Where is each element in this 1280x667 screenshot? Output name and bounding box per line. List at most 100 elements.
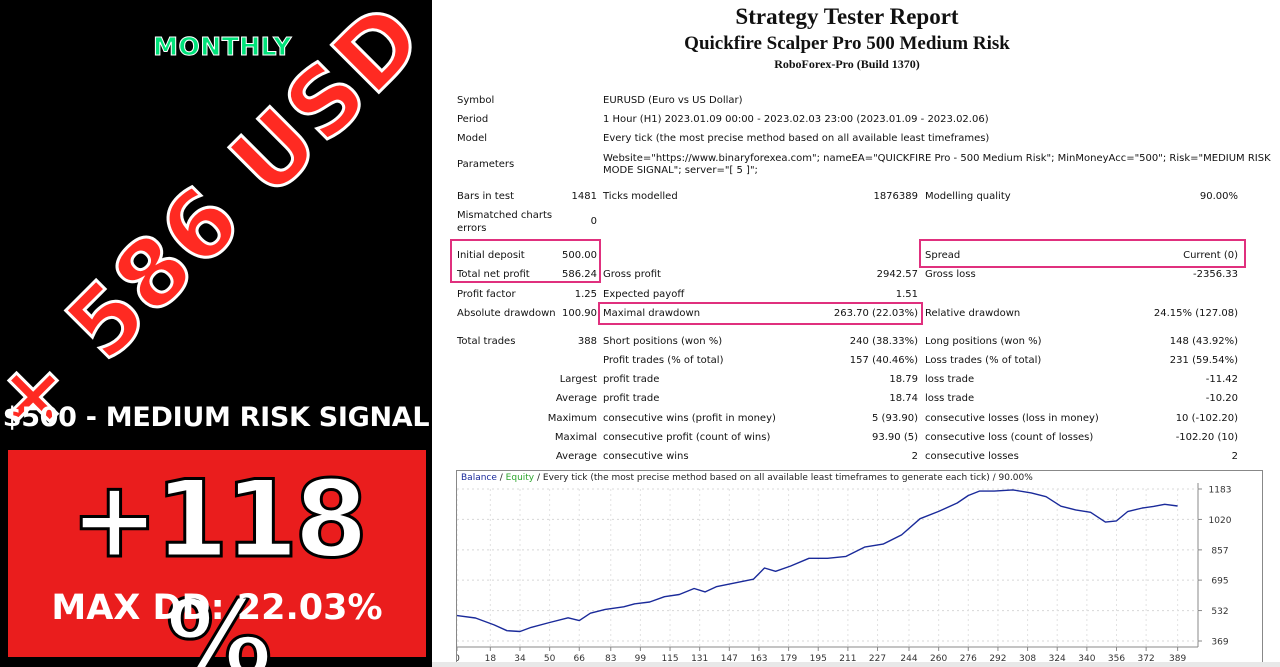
- initial-deposit-value: 500.00: [562, 250, 597, 261]
- maximal-drawdown-label: Maximal drawdown: [603, 308, 701, 319]
- max-drawdown-label: MAX DD: 22.03%: [51, 588, 383, 628]
- average-label: Average: [555, 393, 597, 404]
- initial-deposit-label: Initial deposit: [457, 250, 525, 261]
- y-tick-label: 532: [1211, 607, 1228, 617]
- profit-trades-label: Profit trades (% of total): [603, 355, 724, 366]
- profit-banner: + 586 USD: [0, 0, 432, 462]
- x-tick-label: 66: [574, 654, 586, 664]
- parameters-value-line1: Website="https://www.binaryforexea.com";…: [603, 153, 1271, 164]
- avg-cons-losses-label: consecutive losses: [925, 451, 1019, 462]
- x-tick-label: 260: [930, 654, 947, 664]
- chart-plot: 1183 1020 857 695 532 369 0 18 34 50 66 83 99 115 131 1…: [457, 483, 1232, 664]
- bars-value: 1481: [571, 191, 597, 202]
- quality-label: Modelling quality: [925, 191, 1011, 202]
- long-positions-value: 148 (43.92%): [1169, 336, 1238, 347]
- signal-label: $500 - MEDIUM RISK SIGNAL: [2, 402, 430, 433]
- legend-separator: /: [496, 473, 506, 483]
- spread-value: Current (0): [1183, 250, 1238, 261]
- report-subtitle: Quickfire Scalper Pro 500 Medium Risk: [684, 33, 1010, 54]
- average-profit-value: 18.74: [889, 393, 918, 404]
- y-tick-label: 1020: [1209, 516, 1232, 526]
- x-tick-label: 292: [989, 654, 1006, 664]
- report-build: RoboForex-Pro (Build 1370): [774, 57, 920, 71]
- largest-profit-value: 18.79: [889, 374, 918, 385]
- maximum-label: Maximum: [547, 413, 597, 424]
- cons-profit-count-value: 93.90 (5): [872, 432, 918, 443]
- net-profit-label: Total net profit: [457, 269, 530, 280]
- y-tick-label: 1183: [1209, 486, 1232, 496]
- largest-label: Largest: [559, 374, 597, 385]
- symbol-label: Symbol: [457, 95, 495, 106]
- mismatch-label: Mismatched charts: [457, 210, 553, 221]
- avg-cons-losses-value: 2: [1231, 451, 1238, 462]
- x-tick-label: 356: [1108, 654, 1125, 664]
- cons-loss-count-value: -102.20 (10): [1175, 432, 1238, 443]
- largest-loss-value: -11.42: [1205, 374, 1238, 385]
- x-tick-label: 0: [457, 654, 460, 664]
- loss-trades-label: Loss trades (% of total): [925, 355, 1042, 366]
- balance-chart: Balance / Equity / Every tick (the most …: [456, 470, 1263, 667]
- x-tick-label: 372: [1138, 654, 1155, 664]
- cons-loss-count-label: consecutive loss (count of losses): [925, 432, 1094, 443]
- x-tick-label: 50: [544, 654, 556, 664]
- x-tick-label: 147: [721, 654, 738, 664]
- average-loss-label: loss trade: [925, 393, 975, 404]
- cons-wins-money-value: 5 (93.90): [872, 413, 918, 424]
- average-loss-value: -10.20: [1205, 393, 1238, 404]
- y-tick-label: 695: [1211, 577, 1228, 587]
- legend-balance: Balance: [461, 473, 497, 483]
- long-positions-label: Long positions (won %): [925, 336, 1042, 347]
- x-tick-label: 276: [960, 654, 977, 664]
- total-trades-label: Total trades: [457, 336, 516, 347]
- largest-loss-label: loss trade: [925, 374, 975, 385]
- cons-losses-money-label: consecutive losses (loss in money): [925, 413, 1099, 424]
- symbol-value: EURUSD (Euro vs US Dollar): [603, 95, 743, 106]
- cons-wins-money-label: consecutive wins (profit in money): [603, 413, 776, 424]
- x-tick-label: 308: [1019, 654, 1036, 664]
- gross-profit-value: 2942.57: [876, 269, 918, 280]
- short-positions-label: Short positions (won %): [603, 336, 723, 347]
- period-label: Period: [457, 114, 489, 125]
- absolute-drawdown-label: Absolute drawdown: [457, 308, 556, 319]
- report-title: Strategy Tester Report: [735, 4, 959, 29]
- x-tick-label: 324: [1049, 654, 1066, 664]
- gain-percent: +118 %: [68, 458, 369, 667]
- x-tick-label: 389: [1169, 654, 1186, 664]
- strategy-report: Strategy Tester Report Quickfire Scalper…: [432, 0, 1280, 667]
- period-value: 1 Hour (H1) 2023.01.09 00:00 - 2023.02.0…: [603, 114, 989, 125]
- net-profit-value: 586.24: [562, 269, 597, 280]
- model-value: Every tick (the most precise method base…: [603, 133, 990, 144]
- x-tick-label: 195: [810, 654, 827, 664]
- x-tick-label: 340: [1078, 654, 1095, 664]
- absolute-drawdown-value: 100.90: [562, 308, 597, 319]
- parameters-value-line2: MODE SIGNAL"; server="[ 5 ]";: [603, 165, 758, 176]
- short-positions-value: 240 (38.33%): [849, 336, 918, 347]
- y-tick-label: 369: [1211, 638, 1228, 648]
- gross-profit-label: Gross profit: [603, 269, 661, 280]
- highlight-deposit-box: [450, 239, 601, 283]
- spread-label: Spread: [925, 250, 961, 261]
- balance-line: [457, 489, 1178, 633]
- legend-equity: Equity: [505, 473, 535, 483]
- x-tick-label: 115: [661, 654, 678, 664]
- promo-panel: MONTHLY + 586 USD $500 - MEDIUM RISK SIG…: [0, 0, 432, 667]
- gross-loss-value: -2356.33: [1193, 269, 1238, 280]
- avg-cons-wins-value: 2: [911, 451, 918, 462]
- x-tick-label: 34: [514, 654, 526, 664]
- profit-factor-label: Profit factor: [457, 289, 516, 300]
- x-tick-label: 18: [485, 654, 497, 664]
- average-profit-label: profit trade: [603, 393, 660, 404]
- profit-trades-value: 157 (40.46%): [849, 355, 918, 366]
- highlight-drawdown-box: [598, 302, 923, 325]
- x-tick-label: 131: [691, 654, 708, 664]
- expected-payoff-value: 1.51: [895, 289, 918, 300]
- x-tick-label: 179: [780, 654, 797, 664]
- legend-description: / Every tick (the most precise method ba…: [534, 473, 1033, 483]
- x-tick-label: 244: [900, 654, 917, 664]
- gain-box: +118 % MAX DD: 22.03%: [8, 450, 426, 667]
- average-cons-label: Average: [555, 451, 597, 462]
- largest-profit-label: profit trade: [603, 374, 660, 385]
- gross-loss-label: Gross loss: [925, 269, 976, 280]
- x-tick-label: 83: [605, 654, 616, 664]
- profit-factor-value: 1.25: [574, 289, 597, 300]
